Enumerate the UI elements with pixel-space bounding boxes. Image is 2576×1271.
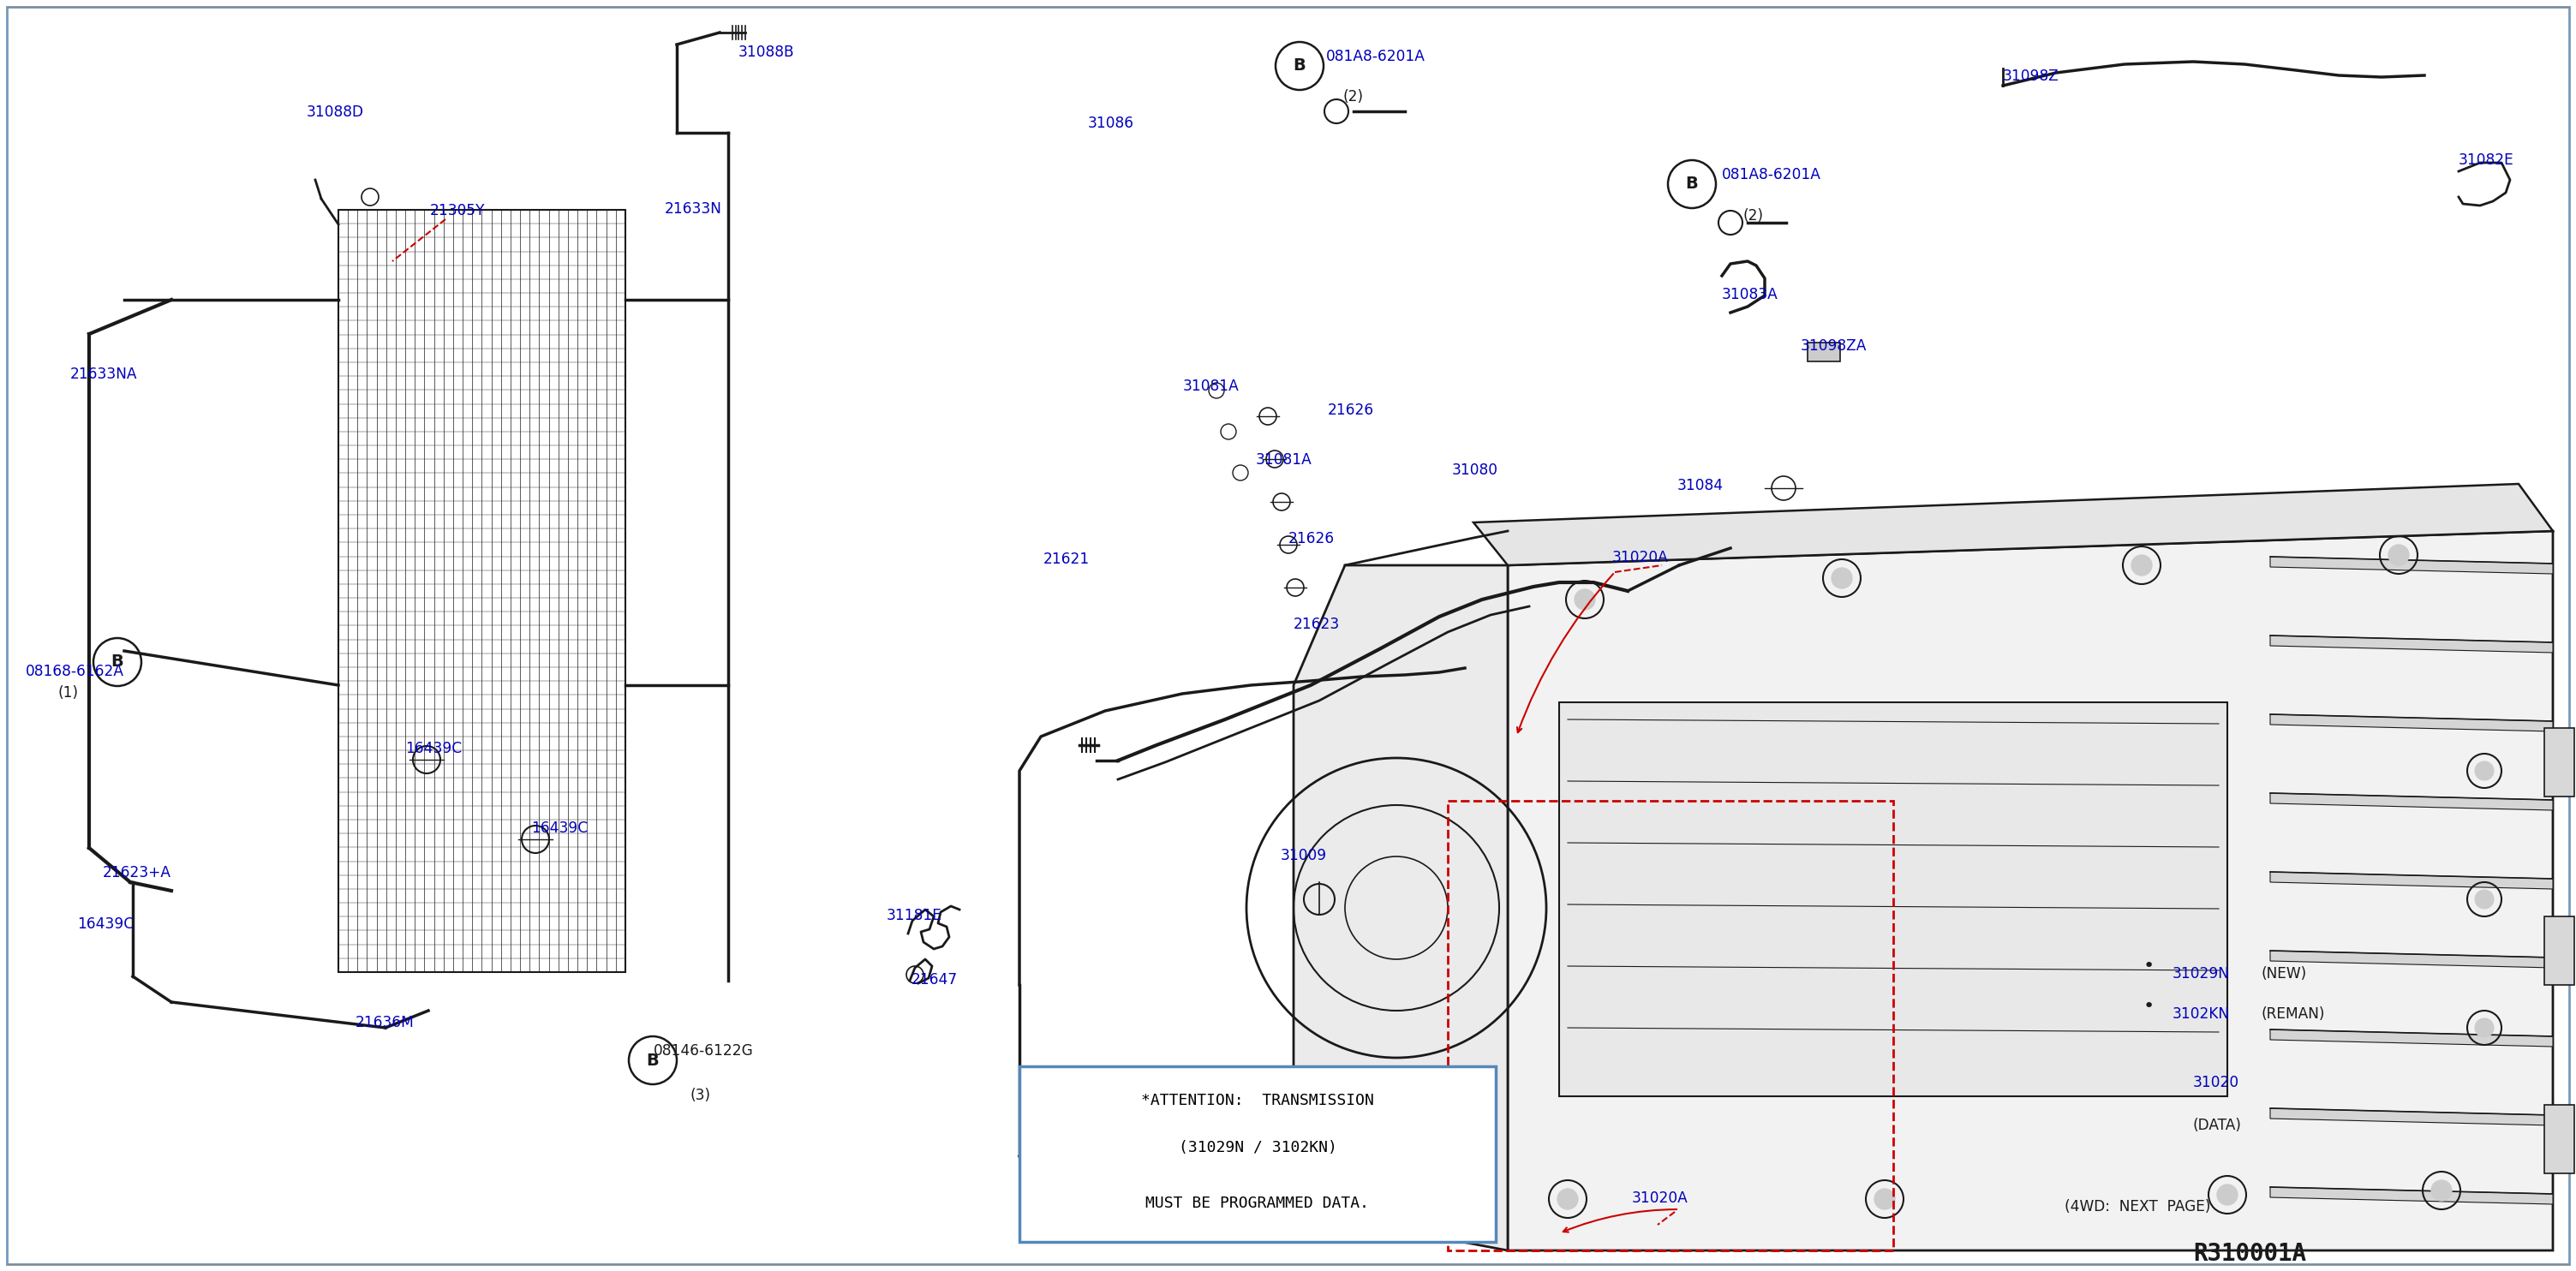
Text: 21305Y: 21305Y: [430, 203, 484, 219]
Text: B: B: [1685, 175, 1698, 192]
Bar: [1020, 1066, 1497, 1242]
Text: 16439C: 16439C: [531, 821, 587, 836]
Polygon shape: [2269, 636, 2553, 652]
Polygon shape: [2269, 1030, 2553, 1046]
Polygon shape: [2269, 1187, 2553, 1204]
Text: 31083A: 31083A: [1721, 287, 1777, 302]
Text: 31088D: 31088D: [307, 104, 363, 119]
Text: 31020: 31020: [2192, 1075, 2239, 1091]
Text: 31009: 31009: [1280, 848, 1327, 863]
Text: 31080: 31080: [1453, 463, 1499, 478]
Text: 31081A: 31081A: [1257, 452, 1311, 468]
Bar: [1558, 703, 2228, 1097]
Text: 31082E: 31082E: [2458, 153, 2514, 168]
Circle shape: [2476, 761, 2494, 780]
Text: *ATTENTION:  TRANSMISSION: *ATTENTION: TRANSMISSION: [1141, 1093, 1373, 1108]
Text: 21647: 21647: [912, 972, 958, 988]
Text: •: •: [2143, 998, 2154, 1016]
Bar: [2545, 728, 2573, 797]
Text: (DATA): (DATA): [2192, 1117, 2241, 1134]
Text: B: B: [111, 653, 124, 670]
Text: MUST BE PROGRAMMED DATA.: MUST BE PROGRAMMED DATA.: [1146, 1196, 1370, 1211]
Circle shape: [2218, 1185, 2239, 1205]
Text: 31098Z: 31098Z: [2004, 69, 2058, 84]
Text: 31081A: 31081A: [1182, 379, 1239, 394]
Text: 21623: 21623: [1293, 616, 1340, 632]
Text: 081A8-6201A: 081A8-6201A: [1327, 48, 1425, 65]
Text: (31029N / 3102KN): (31029N / 3102KN): [1177, 1140, 1337, 1155]
Bar: [2545, 916, 2573, 985]
Polygon shape: [2269, 793, 2553, 810]
Text: 31084: 31084: [1677, 478, 1723, 493]
Text: 16439C: 16439C: [404, 741, 461, 756]
Polygon shape: [2269, 872, 2553, 888]
Polygon shape: [2269, 1108, 2553, 1125]
Text: (4WD:  NEXT  PAGE): (4WD: NEXT PAGE): [2063, 1199, 2210, 1215]
Bar: [2545, 1104, 2573, 1173]
Text: 21623+A: 21623+A: [103, 866, 173, 881]
Text: B: B: [647, 1052, 659, 1069]
Text: •: •: [2143, 957, 2154, 975]
Text: 21626: 21626: [1327, 403, 1373, 418]
Text: 21633NA: 21633NA: [70, 366, 137, 383]
Circle shape: [2388, 545, 2409, 566]
Text: 31020A: 31020A: [1613, 550, 1669, 566]
Circle shape: [1875, 1188, 1896, 1210]
Bar: [1448, 801, 1893, 1251]
Text: 3102KN: 3102KN: [2172, 1007, 2231, 1022]
Text: 081A8-6201A: 081A8-6201A: [1721, 167, 1821, 183]
Text: (2): (2): [1342, 89, 1363, 104]
Text: (2): (2): [1744, 208, 1765, 224]
Text: 31020A: 31020A: [1633, 1191, 1687, 1206]
Text: (REMAN): (REMAN): [2262, 1007, 2326, 1022]
Text: 21636M: 21636M: [355, 1016, 415, 1031]
Polygon shape: [1473, 484, 2553, 566]
Text: (3): (3): [690, 1088, 711, 1103]
Text: 31098ZA: 31098ZA: [1801, 338, 1868, 353]
Text: (NEW): (NEW): [2262, 966, 2308, 981]
Polygon shape: [1507, 531, 2553, 1251]
Text: 21626: 21626: [1288, 531, 1334, 547]
Polygon shape: [2269, 714, 2553, 731]
Bar: [1808, 343, 1839, 361]
Text: 21633N: 21633N: [665, 201, 721, 216]
Text: 31029N: 31029N: [2172, 966, 2231, 981]
Text: 16439C: 16439C: [77, 916, 134, 932]
Polygon shape: [1293, 566, 1507, 1251]
Text: 31088B: 31088B: [739, 44, 793, 60]
Text: 21621: 21621: [1043, 552, 1090, 567]
Circle shape: [1574, 590, 1595, 610]
Text: R310001A: R310001A: [2192, 1242, 2306, 1266]
Bar: [337, 210, 626, 972]
Polygon shape: [2269, 951, 2553, 967]
Text: B: B: [1293, 57, 1306, 74]
Circle shape: [2476, 1018, 2494, 1037]
Text: 08146-6122G: 08146-6122G: [654, 1043, 755, 1059]
Circle shape: [2432, 1181, 2452, 1201]
Polygon shape: [2269, 557, 2553, 573]
Circle shape: [2476, 890, 2494, 909]
Text: 31086: 31086: [1087, 116, 1133, 131]
Circle shape: [1558, 1188, 1579, 1210]
Text: 31181E: 31181E: [886, 907, 943, 923]
Text: (1): (1): [59, 685, 80, 700]
Text: 08168-6162A: 08168-6162A: [26, 663, 124, 679]
Circle shape: [2130, 555, 2151, 576]
Circle shape: [1832, 568, 1852, 588]
